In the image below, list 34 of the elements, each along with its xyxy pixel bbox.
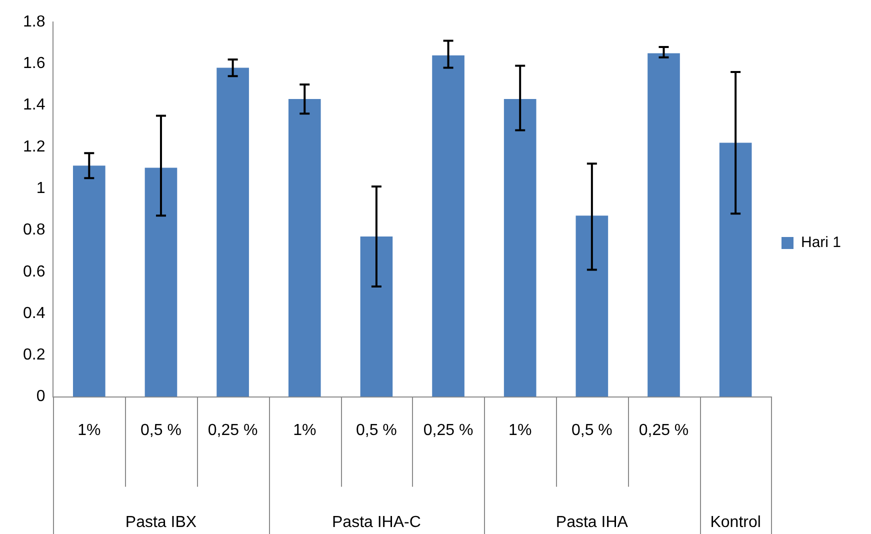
bar xyxy=(432,55,464,397)
bar xyxy=(576,216,608,397)
y-tick-label: 0.4 xyxy=(22,304,46,322)
x-tick-label: 0,5 % xyxy=(356,422,397,439)
y-tick-label: 1 xyxy=(36,180,46,197)
bar xyxy=(288,99,321,397)
text: Pasta IHA-C xyxy=(332,514,421,531)
y-tick-label: 0 xyxy=(36,388,46,406)
x-tick-label: 0,25 % xyxy=(638,422,689,439)
bar xyxy=(504,99,536,397)
bar xyxy=(72,166,106,397)
bar xyxy=(648,53,680,397)
text: Pasta IBX xyxy=(125,514,197,531)
text: Pasta IHA xyxy=(556,514,628,531)
x-tick-label: 0,25 % xyxy=(208,422,258,439)
y-tick-label: 1.6 xyxy=(22,55,46,72)
x-tick-label: 1% xyxy=(508,422,532,439)
bar xyxy=(216,68,249,397)
y-tick-label: 1.4 xyxy=(22,96,46,114)
x-tick-label: 1% xyxy=(293,422,316,439)
bar xyxy=(360,236,393,397)
x-tick-label: 1% xyxy=(78,422,101,439)
y-tick-label: 0.8 xyxy=(22,222,46,239)
y-tick-label: 0.6 xyxy=(22,263,46,280)
x-tick-label: 0,5 % xyxy=(571,422,612,439)
y-tick-label: 1.8 xyxy=(22,13,46,30)
x-tick-label: 0,5 % xyxy=(140,422,182,439)
legend-label: Hari 1 xyxy=(800,234,842,252)
x-tick-label: 0,25 % xyxy=(423,422,474,439)
bar xyxy=(144,168,178,397)
text: Kontrol xyxy=(710,514,761,531)
y-tick-label: 0.2 xyxy=(22,346,46,364)
y-tick-label: 1.2 xyxy=(22,138,46,156)
bar xyxy=(719,142,752,397)
